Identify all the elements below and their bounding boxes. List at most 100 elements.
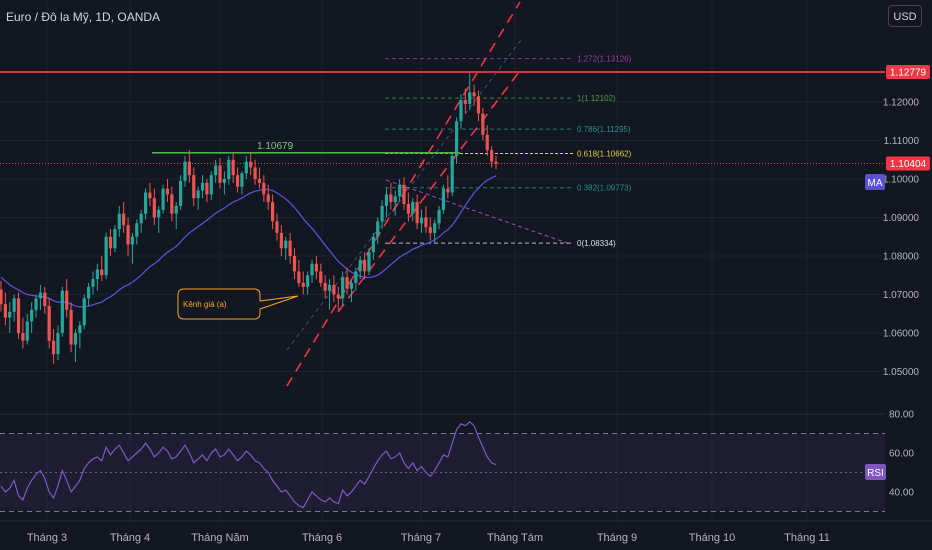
candle-body xyxy=(187,161,191,176)
candle-body xyxy=(12,298,16,312)
candle-body xyxy=(113,229,117,249)
candle-body xyxy=(367,252,371,272)
candle-body xyxy=(87,286,91,299)
currency-button[interactable]: USD xyxy=(888,5,922,27)
candle-body xyxy=(100,269,104,276)
candle-body xyxy=(30,309,34,322)
candle-body xyxy=(253,167,257,179)
candle-body xyxy=(82,298,86,326)
candle-body xyxy=(51,340,56,355)
candle-body xyxy=(323,282,327,291)
candle-body xyxy=(319,271,323,283)
candle-body xyxy=(345,277,349,289)
candle-body xyxy=(0,289,3,305)
fib-level-label: 1(1.12102) xyxy=(577,94,616,103)
rsi-tick-label: 40.00 xyxy=(889,488,914,499)
candle-body xyxy=(235,175,240,187)
candle-body xyxy=(179,180,183,206)
candle-body xyxy=(450,155,454,193)
time-tick-label: Tháng 6 xyxy=(302,532,342,544)
candle-body xyxy=(152,198,156,218)
candle-body xyxy=(209,175,213,195)
rsi-badge[interactable]: RSI xyxy=(865,464,886,480)
candle-body xyxy=(341,277,345,299)
annotation-callout[interactable]: Kênh giá (a) xyxy=(177,288,299,320)
price-tick-label: 1.05000 xyxy=(883,367,920,378)
candle-body xyxy=(415,202,419,224)
candle-body xyxy=(306,275,310,287)
candle-body xyxy=(485,134,489,151)
resistance-price-tag: 1.12779 xyxy=(886,65,930,80)
price-tick-label: 1.09000 xyxy=(883,213,920,224)
candle-body xyxy=(292,256,297,272)
price-axis[interactable]: 1.12000 1.11000 1.10000 1.09000 1.08000 1.070… xyxy=(883,98,920,379)
candle-body xyxy=(161,188,165,210)
fib-level-label: 0(1.08334) xyxy=(577,239,616,248)
candle-body xyxy=(56,333,60,355)
candle-body xyxy=(288,240,292,256)
candle-body xyxy=(122,213,126,226)
candle-body xyxy=(349,282,354,289)
ma-badge[interactable]: MA xyxy=(865,174,885,190)
time-tick-label: Tháng Tám xyxy=(487,532,543,544)
ma-badge-text: MA xyxy=(868,178,883,189)
time-tick-label: Tháng 11 xyxy=(784,532,830,544)
candle-body xyxy=(231,159,235,176)
rsi-tick-label: 60.00 xyxy=(889,449,914,460)
candle-body xyxy=(240,173,244,187)
support-line-label: 1.10679 xyxy=(257,141,294,152)
candle-body xyxy=(244,161,248,174)
rsi-axis: 80.00 60.00 40.00 xyxy=(889,410,914,499)
candle-body xyxy=(222,179,227,183)
candle-body xyxy=(205,182,209,195)
candle-body xyxy=(354,271,358,283)
candle-body xyxy=(419,217,424,224)
candle-body xyxy=(454,121,459,156)
annotation-text: Kênh giá (a) xyxy=(183,300,227,309)
candle-body xyxy=(78,325,82,333)
candle-body xyxy=(384,194,389,206)
candle-body xyxy=(389,194,393,203)
candle-body xyxy=(91,279,95,287)
candle-body xyxy=(34,298,38,310)
candle-body xyxy=(183,161,187,181)
rsi-tick-label: 80.00 xyxy=(889,410,914,421)
price-tick-label: 1.08000 xyxy=(883,252,920,263)
projection-line xyxy=(385,179,571,245)
fib-level-label: 0.618(1.10662) xyxy=(577,150,632,159)
candle-body xyxy=(126,225,130,245)
candle-body xyxy=(279,232,283,249)
candle-body xyxy=(60,290,64,333)
candle-body xyxy=(218,165,222,183)
time-tick-label: Tháng Năm xyxy=(191,532,248,544)
candle-body xyxy=(463,100,467,104)
candle-body xyxy=(380,205,384,222)
time-tick-label: Tháng 10 xyxy=(689,532,735,544)
candle-body xyxy=(481,113,485,135)
candle-body xyxy=(196,190,200,199)
time-tick-label: Tháng 9 xyxy=(597,532,637,544)
time-axis[interactable]: Tháng 3 Tháng 4 Tháng Năm Tháng 6 Tháng 7 Thá… xyxy=(27,532,830,544)
horizontal-grid xyxy=(0,101,885,372)
candle-body xyxy=(275,221,279,233)
candle-body xyxy=(65,290,69,310)
candle-body xyxy=(433,223,437,233)
current-price-tag: 1.10404 xyxy=(886,156,930,171)
candle-body xyxy=(266,194,270,203)
ma-badge-bg xyxy=(865,174,885,190)
candle-body xyxy=(104,236,108,276)
candle-body xyxy=(310,263,314,276)
candle-body xyxy=(336,294,340,299)
time-tick-label: Tháng 7 xyxy=(401,532,441,544)
time-tick-label: Tháng 3 xyxy=(27,532,67,544)
candle-body xyxy=(227,159,231,179)
fib-level-label: 0.382(1.09773) xyxy=(577,184,632,193)
candle-body xyxy=(262,182,266,195)
candle-body xyxy=(472,92,476,97)
candle-body xyxy=(257,179,262,183)
candle-body xyxy=(393,196,397,203)
candle-body xyxy=(327,284,332,291)
candle-body xyxy=(95,269,99,280)
candle-body xyxy=(314,263,318,272)
